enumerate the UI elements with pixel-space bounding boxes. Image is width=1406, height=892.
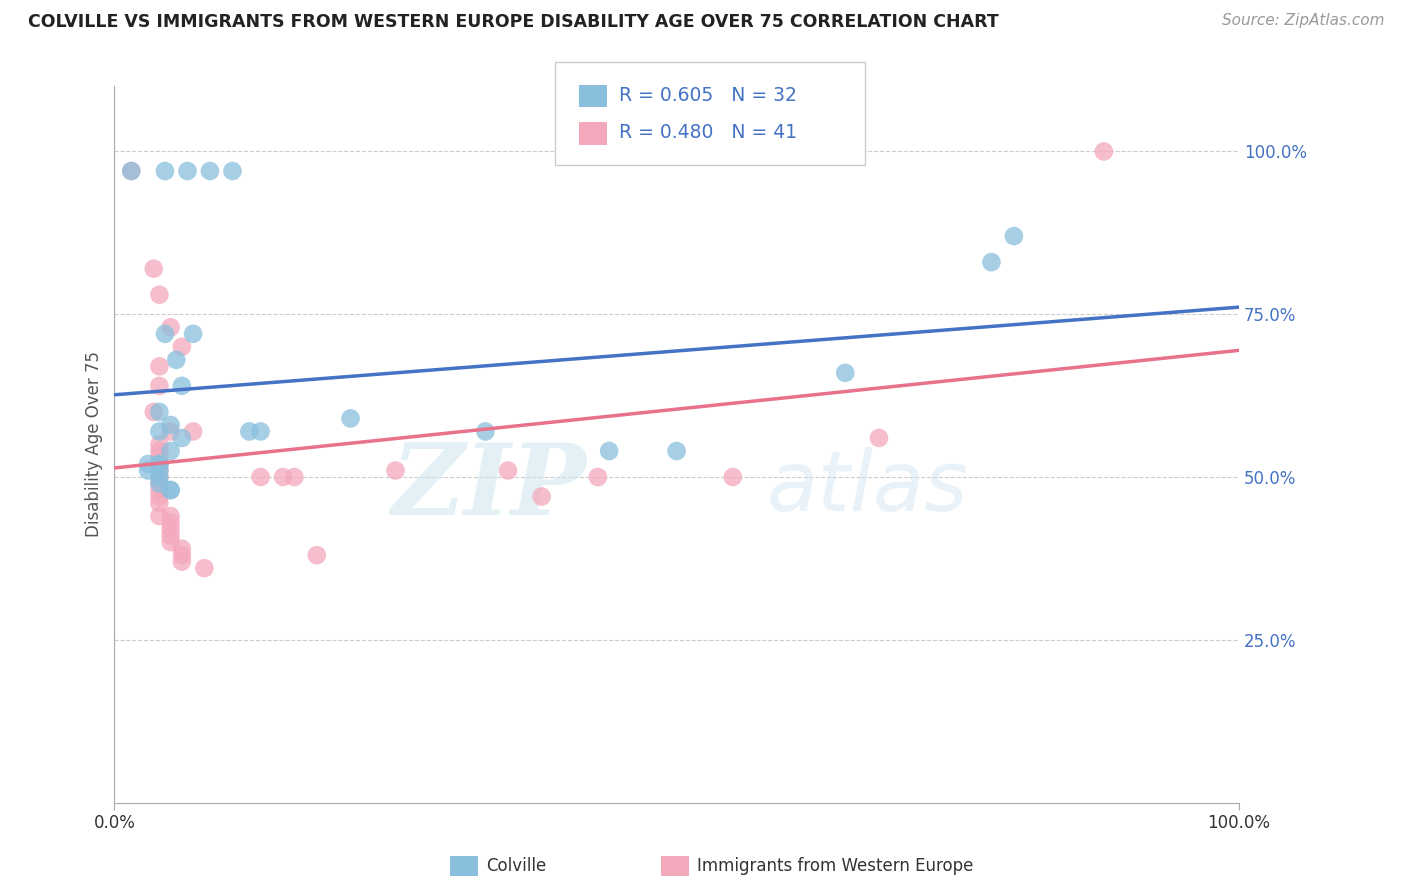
Point [148,444,170,458]
Point [530,490,553,504]
Point [474,425,496,439]
Point [193,561,215,575]
Point [159,528,181,542]
Point [148,490,170,504]
Point [221,164,243,178]
Point [148,476,170,491]
Text: Colville: Colville [486,857,547,875]
Point [980,255,1002,269]
Point [159,509,181,524]
Point [249,425,271,439]
Point [159,522,181,536]
Point [249,470,271,484]
Point [136,463,159,477]
Point [148,496,170,510]
Point [148,463,170,477]
Point [148,287,170,301]
Point [170,541,193,556]
Point [868,431,890,445]
Point [170,431,193,445]
Point [159,444,181,458]
Point [148,359,170,374]
Point [148,437,170,451]
Point [148,463,170,477]
Point [384,463,406,477]
Point [159,483,181,497]
Point [148,405,170,419]
Text: R = 0.480   N = 41: R = 0.480 N = 41 [619,123,797,143]
Point [159,320,181,334]
Text: atlas: atlas [766,447,969,528]
Point [238,425,260,439]
Point [1002,229,1025,244]
Point [148,457,170,471]
Point [148,509,170,524]
Point [159,516,181,530]
Point [170,548,193,562]
Text: ZIP: ZIP [392,439,586,536]
Y-axis label: Disability Age Over 75: Disability Age Over 75 [86,351,103,538]
Point [176,164,198,178]
Point [339,411,361,425]
Point [148,483,170,497]
Point [598,444,620,458]
Point [283,470,305,484]
Point [271,470,294,484]
Point [198,164,221,178]
Point [148,425,170,439]
Point [305,548,328,562]
Point [120,164,142,178]
Point [159,425,181,439]
Point [136,457,159,471]
Point [181,326,204,341]
Point [148,379,170,393]
Point [142,405,165,419]
Point [165,352,187,367]
Point [170,555,193,569]
Point [170,379,193,393]
Point [586,470,609,484]
Point [159,417,181,432]
Point [148,476,170,491]
Point [142,261,165,276]
Point [148,450,170,465]
Point [496,463,519,477]
Point [1092,145,1115,159]
Point [834,366,856,380]
Point [120,164,142,178]
Point [148,457,170,471]
Point [181,425,204,439]
Text: COLVILLE VS IMMIGRANTS FROM WESTERN EUROPE DISABILITY AGE OVER 75 CORRELATION CH: COLVILLE VS IMMIGRANTS FROM WESTERN EURO… [28,13,998,31]
Text: Immigrants from Western Europe: Immigrants from Western Europe [697,857,974,875]
Point [153,164,176,178]
Point [665,444,688,458]
Point [170,340,193,354]
Text: R = 0.605   N = 32: R = 0.605 N = 32 [619,86,797,105]
Text: Source: ZipAtlas.com: Source: ZipAtlas.com [1222,13,1385,29]
Point [148,470,170,484]
Point [148,470,170,484]
Point [159,483,181,497]
Point [159,535,181,549]
Point [721,470,744,484]
Point [153,326,176,341]
Point [148,457,170,471]
